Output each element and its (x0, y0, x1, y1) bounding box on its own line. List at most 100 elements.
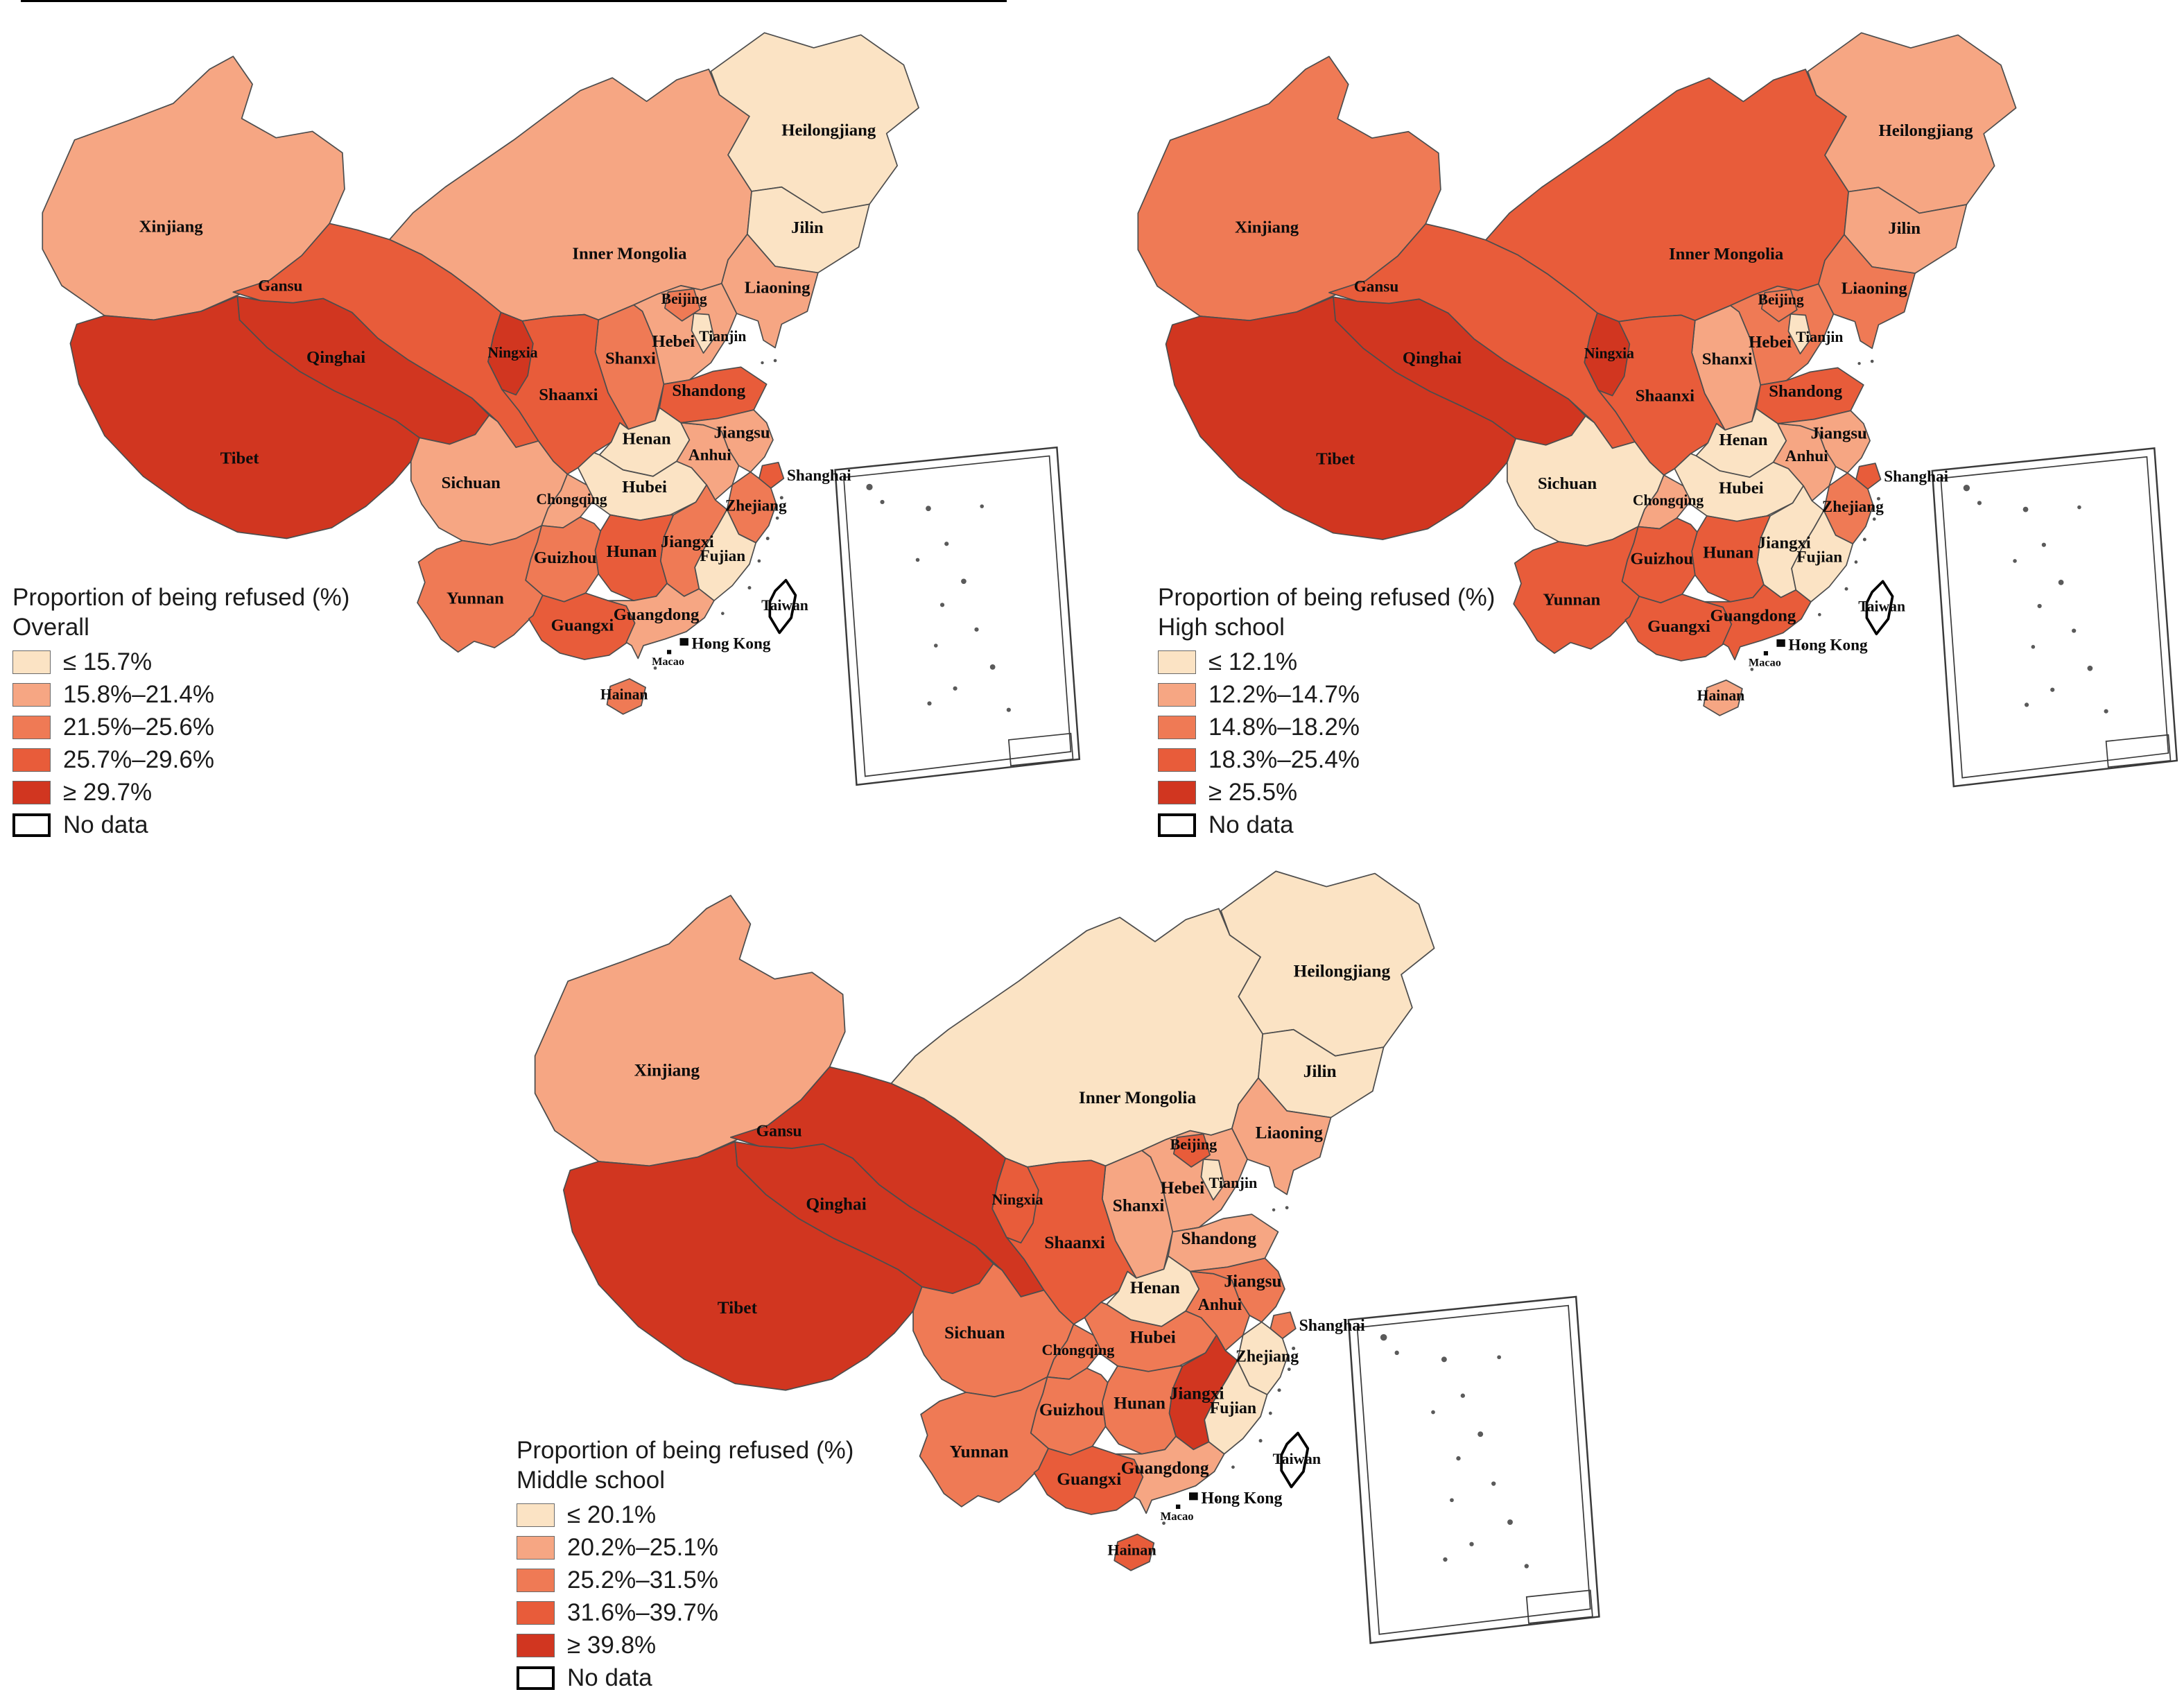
province-label-taiwan: Taiwan (1858, 598, 1905, 615)
province-label-tianjin: Tianjin (1796, 329, 1843, 345)
province-hunan (1101, 1365, 1184, 1455)
province-label-jiangsu: Jiangsu (714, 423, 770, 442)
province-hunan (1691, 515, 1771, 603)
province-liaoning (1817, 234, 1916, 349)
legend-row: ≥ 39.8% (517, 1632, 853, 1659)
province-label-anhui: Anhui (1785, 447, 1829, 465)
province-label-beijing: Beijing (1758, 291, 1804, 308)
inset-island-dot (974, 627, 979, 632)
province-label-heilongjiang: Heilongjiang (1294, 962, 1391, 981)
province-label-heilongjiang: Heilongjiang (781, 121, 876, 140)
province-beijing (1172, 1133, 1211, 1168)
coast-island-dot (1870, 359, 1874, 363)
province-label-liaoning: Liaoning (1256, 1123, 1324, 1143)
legend-subtitle: Overall (12, 614, 89, 641)
inset-island-dot (1477, 1431, 1484, 1438)
inset-island-dot (1431, 1410, 1435, 1415)
inset-island-dot (1460, 1393, 1465, 1398)
inset-island-dot (1380, 1333, 1387, 1341)
map-overall: Xinjiang Tibet Qinghai Gansu Inner Mongolia N… (12, 3, 1084, 838)
inset-island-dot (2024, 702, 2029, 707)
legend-swatch (1158, 650, 1196, 675)
province-label-chongqing: Chongqing (1633, 492, 1704, 508)
province-yunnan (919, 1376, 1049, 1508)
legend-row: ≤ 12.1% (1158, 648, 1495, 676)
inset-island-dot (1977, 501, 1982, 506)
province-label-jiangxi: Jiangxi (661, 533, 714, 551)
province-hainan (606, 678, 646, 715)
inset-island-dot (915, 558, 920, 562)
coast-island-dot (1857, 361, 1861, 365)
coast-island-dot (1818, 613, 1821, 616)
inset-island-dot (2104, 709, 2108, 714)
legend-class-label: ≤ 15.7% (63, 648, 153, 676)
inset-island-dot (2087, 665, 2093, 671)
province-label-inner-mongolia: Inner Mongolia (1079, 1088, 1197, 1107)
province-label-gansu: Gansu (756, 1123, 802, 1141)
inset-island-dot (944, 542, 949, 546)
choropleth-overall: Xinjiang Tibet Qinghai Gansu Inner Mongolia N… (42, 32, 1081, 786)
inset-island-dot (2037, 603, 2042, 609)
province-label-ningxia: Ningxia (1584, 345, 1634, 361)
legend-row: ≥ 29.7% (12, 779, 349, 806)
province-label-anhui: Anhui (1198, 1296, 1242, 1314)
coast-island-dot (1277, 1388, 1281, 1392)
province-label-shanxi: Shanxi (605, 349, 656, 368)
inset-island-dot (989, 664, 996, 670)
inset-island-dot (1507, 1519, 1513, 1525)
province-label-shandong: Shandong (1181, 1229, 1257, 1248)
province-label-tibet: Tibet (1316, 450, 1355, 469)
province-taiwan (768, 578, 797, 634)
inset-island-dot (1497, 1355, 1501, 1360)
province-label-guangxi: Guangxi (1057, 1469, 1121, 1489)
inset-island-dot (1469, 1542, 1474, 1546)
province-label-beijing: Beijing (1170, 1136, 1217, 1153)
legend-swatch (1158, 813, 1196, 838)
legend-class-label: 12.2%–14.7% (1208, 681, 1360, 709)
legend-swatch (517, 1601, 555, 1625)
province-label-guangdong: Guangdong (614, 605, 700, 624)
province-label-fujian: Fujian (1210, 1399, 1256, 1417)
coast-island-dot (1215, 1498, 1219, 1502)
province-label-jilin: Jilin (1303, 1062, 1337, 1081)
legend-row: 31.6%–39.7% (517, 1599, 853, 1626)
legend-swatch (12, 683, 51, 707)
province-label-zhejiang: Zhejiang (1236, 1348, 1299, 1366)
south-china-sea-inset (1347, 1295, 1600, 1644)
inset-island-dot (939, 603, 945, 607)
inset-island-dot (1456, 1456, 1461, 1461)
province-label-hunan: Hunan (1703, 543, 1753, 562)
coast-island-dot (1285, 1206, 1289, 1209)
province-label-hainan: Hainan (1107, 1542, 1156, 1559)
coast-island-dot (1268, 1411, 1272, 1415)
legend-class-label: No data (567, 1664, 652, 1692)
province-label-hong-kong: Hong Kong (692, 635, 771, 653)
province-heilongjiang (1220, 870, 1435, 1057)
province-label-hubei: Hubei (622, 478, 667, 497)
legend-class-label: 21.5%–25.6% (63, 714, 214, 741)
province-label-ningxia: Ningxia (992, 1191, 1043, 1208)
province-label-liaoning: Liaoning (1841, 279, 1908, 298)
legend-class-label: ≤ 12.1% (1208, 648, 1298, 676)
province-label-jilin: Jilin (791, 218, 824, 237)
legend-class-label: 15.8%–21.4% (63, 681, 214, 709)
macao-marker (1175, 1504, 1181, 1509)
province-label-jiangsu: Jiangsu (1811, 424, 1867, 442)
province-taiwan (1865, 580, 1894, 636)
province-tianjin (1200, 1158, 1225, 1201)
legend-class-label: ≥ 29.7% (63, 779, 153, 806)
inset-island-dot (2072, 628, 2077, 633)
province-label-qinghai: Qinghai (1403, 349, 1462, 368)
coast-island-dot (1272, 1208, 1276, 1211)
legend-swatch (12, 748, 51, 772)
province-label-macao: Macao (1749, 657, 1781, 669)
province-label-macao: Macao (652, 655, 684, 668)
province-label-shaanxi: Shaanxi (1044, 1233, 1104, 1252)
province-label-heilongjiang: Heilongjiang (1879, 121, 1974, 140)
province-label-guangdong: Guangdong (1121, 1458, 1209, 1478)
province-label-xinjiang: Xinjiang (1235, 218, 1299, 236)
province-label-shanxi: Shanxi (1702, 350, 1753, 369)
legend-swatch (517, 1503, 555, 1528)
legend-title: Proportion of being refused (%) (1158, 584, 1496, 611)
province-label-xinjiang: Xinjiang (139, 218, 204, 236)
